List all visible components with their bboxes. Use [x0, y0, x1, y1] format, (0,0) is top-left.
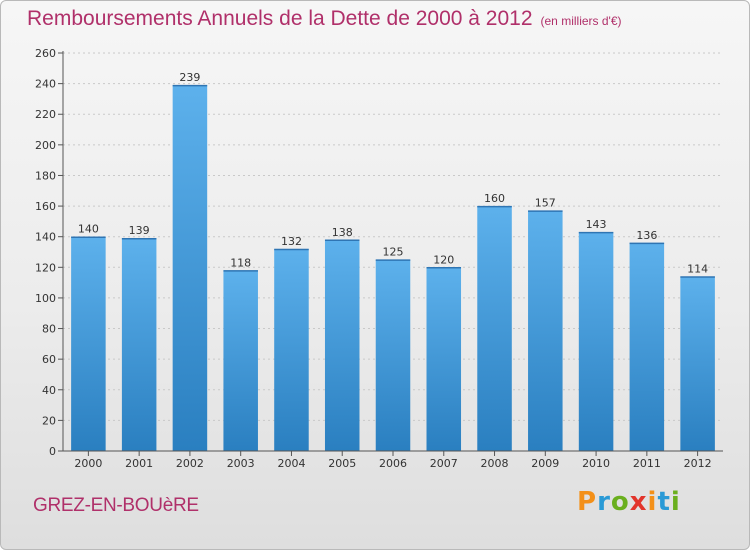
bar — [223, 270, 258, 451]
x-tick-label: 2003 — [227, 457, 255, 470]
brand-letter: i — [670, 487, 681, 517]
bar — [172, 85, 208, 452]
bar-value-label: 160 — [484, 192, 505, 205]
bar — [528, 210, 563, 451]
bar-value-label: 157 — [535, 197, 556, 210]
bar — [375, 259, 411, 451]
commune-name: GREZ-EN-BOUèRE — [33, 495, 199, 516]
y-tick-label: 120 — [35, 261, 56, 274]
x-tick-label: 2002 — [176, 457, 204, 470]
y-tick-label: 40 — [42, 384, 56, 397]
bar — [121, 238, 157, 451]
brand-letter: P — [577, 487, 598, 517]
bar-value-label: 239 — [179, 71, 200, 84]
chart-title-text: Remboursements Annuels de la Dette de 20… — [27, 7, 533, 30]
bar-value-label: 140 — [78, 223, 99, 236]
x-tick-label: 2012 — [684, 457, 712, 470]
bar — [274, 248, 309, 451]
bar-value-label: 138 — [332, 226, 353, 239]
y-tick-label: 200 — [35, 139, 56, 152]
y-tick-label: 80 — [42, 323, 56, 336]
bar — [578, 232, 614, 451]
brand-letter: x — [629, 487, 648, 517]
bar — [426, 267, 462, 451]
x-tick-label: 2006 — [379, 457, 407, 470]
y-tick-label: 0 — [49, 445, 56, 458]
brand-letter: o — [610, 487, 630, 517]
y-tick-label: 160 — [35, 200, 56, 213]
x-tick-label: 2007 — [430, 457, 458, 470]
bar — [629, 242, 665, 451]
y-tick-label: 20 — [42, 414, 56, 427]
x-tick-label: 2009 — [531, 457, 559, 470]
chart-title: Remboursements Annuels de la Dette de 20… — [27, 7, 622, 31]
x-tick-label: 2011 — [633, 457, 661, 470]
bar-value-label: 136 — [636, 229, 657, 242]
chart-unit: (en milliers d'€) — [540, 14, 622, 28]
bar-value-label: 139 — [129, 224, 150, 237]
y-tick-label: 140 — [35, 231, 56, 244]
x-tick-label: 2004 — [277, 457, 305, 470]
y-tick-label: 260 — [35, 47, 56, 60]
x-tick-label: 2010 — [582, 457, 610, 470]
bar-value-label: 143 — [586, 218, 607, 231]
bar-value-label: 120 — [433, 253, 454, 266]
y-tick-label: 240 — [35, 78, 56, 91]
bar-value-label: 118 — [230, 256, 251, 269]
y-tick-label: 220 — [35, 108, 56, 121]
x-tick-label: 2001 — [125, 457, 153, 470]
y-tick-label: 180 — [35, 169, 56, 182]
x-tick-label: 2000 — [74, 457, 102, 470]
y-tick-label: 60 — [42, 353, 56, 366]
x-tick-label: 2005 — [328, 457, 356, 470]
x-tick-label: 2008 — [481, 457, 509, 470]
bar — [324, 239, 360, 451]
brand-letter: t — [657, 487, 671, 517]
bar — [477, 206, 512, 451]
proxiti-logo[interactable]: Proxiti — [577, 487, 681, 517]
brand-letter: i — [647, 487, 658, 517]
bar — [71, 236, 106, 451]
brand-letter: r — [597, 487, 611, 517]
bar-value-label: 132 — [281, 235, 302, 248]
bar — [680, 276, 715, 451]
bar-value-label: 114 — [687, 262, 708, 275]
y-tick-label: 100 — [35, 292, 56, 305]
bar-value-label: 125 — [383, 246, 404, 259]
